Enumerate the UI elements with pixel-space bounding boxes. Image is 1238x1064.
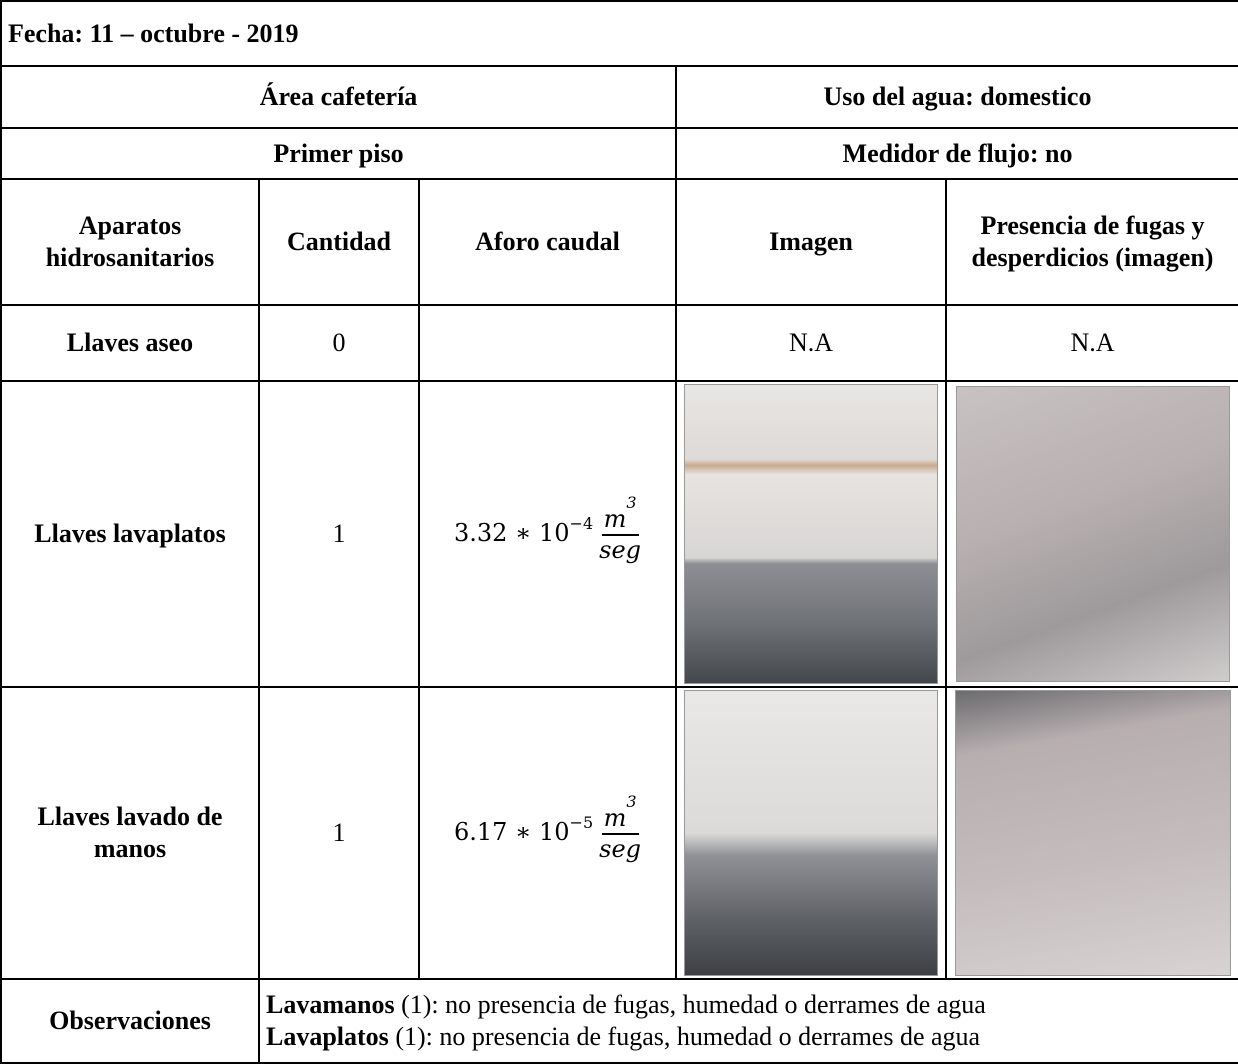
- photo: [954, 690, 1231, 976]
- numerator-text: m: [603, 803, 627, 832]
- numerator: m3: [601, 493, 639, 536]
- column-header: Imagen: [675, 178, 947, 306]
- flow-meter: Medidor de flujo: no: [674, 127, 1238, 180]
- formula: 6.17 ∗ 10 −5 m3 seg: [453, 792, 642, 865]
- denominator: seg: [599, 835, 642, 863]
- observations: Lavamanos (1): no presencia de fugas, hu…: [257, 978, 1238, 1064]
- column-header: Aforo caudal: [418, 178, 677, 306]
- formula-prefix: 6.17 ∗ 10: [453, 818, 570, 847]
- numerator-exponent: 3: [626, 492, 637, 512]
- numerator: m3: [601, 792, 639, 835]
- quantity: 1: [258, 686, 420, 980]
- fixture: Llaves lavaplatos: [0, 380, 260, 688]
- leak-na: N.A: [944, 304, 1238, 382]
- quantity: 1: [258, 380, 420, 688]
- observation-text: (1): no presencia de fugas, humedad o de…: [388, 1022, 981, 1051]
- formula-exponent: −4: [569, 514, 594, 534]
- quantity: 0: [258, 304, 420, 382]
- observation-line: Lavamanos (1): no presencia de fugas, hu…: [266, 989, 1232, 1021]
- image-na: N.A: [675, 304, 947, 382]
- observations-label: Observaciones: [0, 978, 260, 1064]
- flow: 6.17 ∗ 10 −5 m3 seg: [418, 686, 677, 980]
- numerator-text: m: [603, 504, 627, 533]
- observation-subject: Lavaplatos: [266, 1022, 389, 1051]
- observation-subject: Lavamanos: [266, 990, 395, 1020]
- floor: Primer piso: [0, 127, 677, 180]
- photo: [684, 690, 938, 976]
- denominator: seg: [599, 536, 642, 564]
- water-use: Uso del agua: domestico: [674, 65, 1238, 129]
- fraction: m3 seg: [599, 493, 642, 566]
- formula: 3.32 ∗ 10 −4 m3 seg: [453, 493, 642, 566]
- photo: [684, 384, 938, 684]
- column-header: Aparatos hidrosanitarios: [0, 178, 260, 306]
- formula-prefix: 3.32 ∗ 10: [453, 519, 570, 548]
- observation-line: Lavaplatos (1): no presencia de fugas, h…: [266, 1021, 1232, 1053]
- flow: [418, 304, 677, 382]
- observation-text: (1): no presencia de fugas, humedad o de…: [394, 990, 986, 1020]
- area: Área cafetería: [0, 65, 677, 129]
- fraction: m3 seg: [599, 792, 642, 865]
- formula-exponent: −5: [569, 813, 594, 833]
- flow: 3.32 ∗ 10 −4 m3 seg: [418, 380, 677, 688]
- date: Fecha: 11 – octubre - 2019: [0, 0, 1238, 67]
- numerator-exponent: 3: [626, 791, 637, 811]
- fixture: Llaves lavado de manos: [0, 686, 260, 980]
- column-header: Cantidad: [258, 178, 420, 306]
- photo: [955, 386, 1230, 682]
- column-header: Presencia de fugas y desperdicios (image…: [944, 178, 1238, 306]
- fixture: Llaves aseo: [0, 304, 260, 382]
